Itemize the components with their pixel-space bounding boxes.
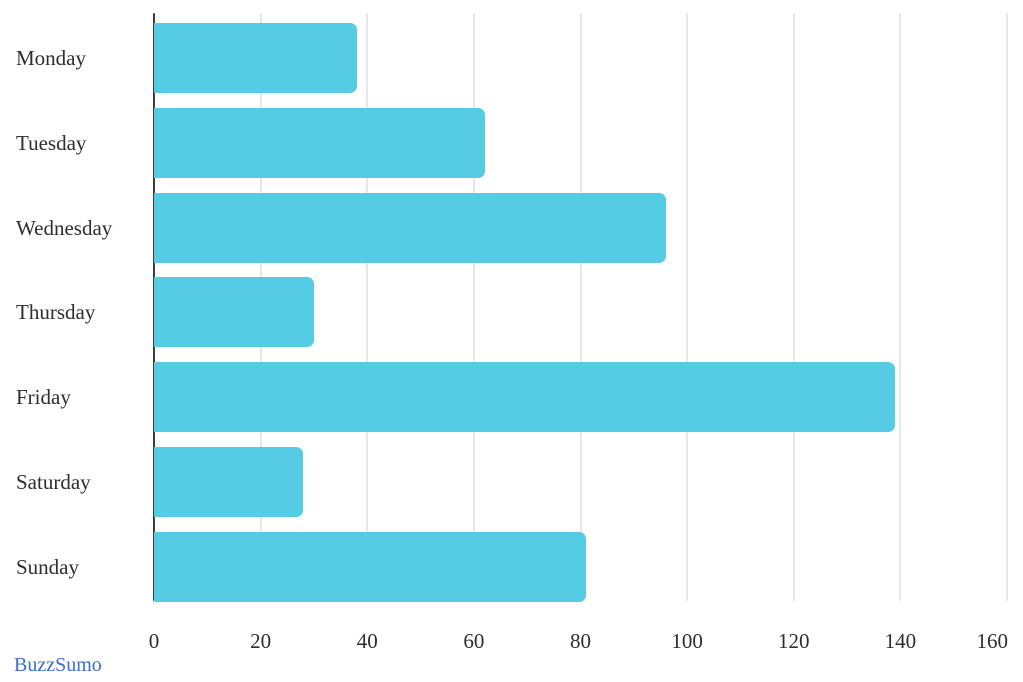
x-tick-label-80: 80 — [570, 629, 591, 653]
gridline-x-120 — [792, 13, 795, 601]
category-label-saturday: Saturday — [16, 470, 91, 494]
x-tick-label-100: 100 — [671, 629, 703, 653]
x-tick-label-140: 140 — [884, 629, 917, 653]
bar-sunday — [154, 532, 586, 602]
category-label-monday: Monday — [16, 46, 86, 70]
gridline-x-60 — [472, 13, 475, 601]
bar-wednesday — [154, 193, 666, 263]
x-tick-label-0: 0 — [148, 629, 160, 653]
bar-friday — [154, 362, 896, 432]
x-tick-label-120: 120 — [778, 629, 810, 653]
gridline-x-160 — [1006, 13, 1008, 601]
bar-monday — [154, 23, 357, 93]
gridline-x-80 — [579, 13, 582, 601]
gridline-x-100 — [686, 13, 689, 601]
gridline-x-140 — [899, 13, 902, 601]
category-label-tuesday: Tuesday — [16, 131, 87, 155]
buzzsumo-link[interactable]: BuzzSumo — [14, 654, 102, 676]
bar-saturday — [154, 447, 304, 517]
x-tick-label-40: 40 — [356, 629, 378, 653]
x-tick-label-60: 60 — [463, 629, 485, 653]
category-label-wednesday: Wednesday — [16, 216, 113, 240]
gridline-x-40 — [366, 13, 369, 601]
bar-thursday — [154, 277, 314, 347]
category-label-thursday: Thursday — [16, 300, 96, 324]
bar-tuesday — [154, 108, 485, 178]
x-tick-label-20: 20 — [250, 629, 272, 653]
category-label-sunday: Sunday — [16, 555, 79, 579]
x-tick-label-160: 160 — [976, 629, 1009, 653]
category-label-friday: Friday — [16, 385, 71, 409]
